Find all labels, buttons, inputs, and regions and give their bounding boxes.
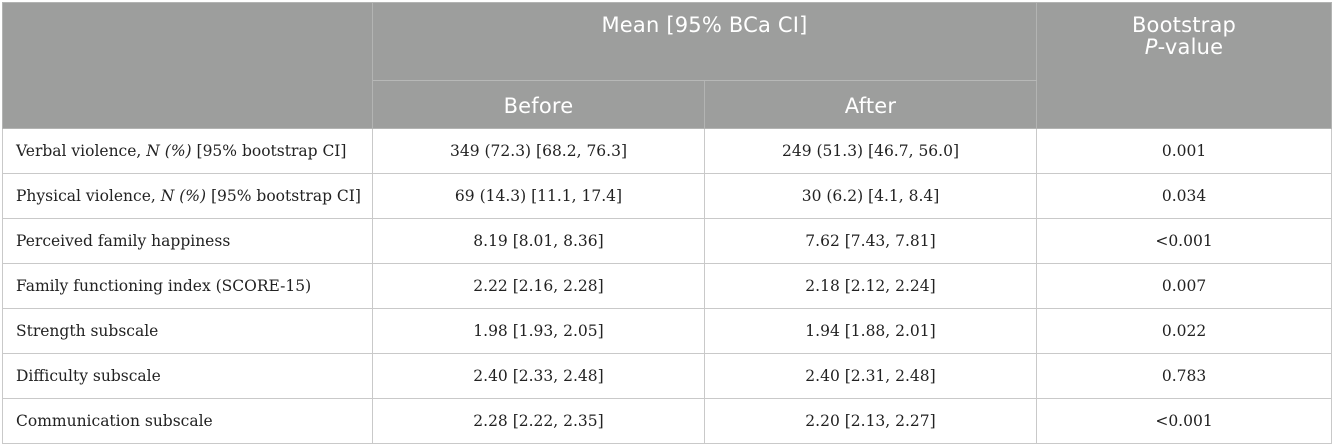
header-before: Before xyxy=(372,80,705,129)
after-value: 2.20 [2.13, 2.27] xyxy=(703,398,1038,444)
row-label-italic: N (%) xyxy=(160,187,207,205)
table-row: Verbal violence, N (%) [95% bootstrap CI… xyxy=(2,128,1333,174)
before-value: 2.28 [2.22, 2.35] xyxy=(372,398,705,444)
after-value: 30 (6.2) [4.1, 8.4] xyxy=(703,173,1038,219)
after-value: 1.94 [1.88, 2.01] xyxy=(703,308,1038,354)
row-label: Verbal violence, N (%) [95% bootstrap CI… xyxy=(2,128,373,174)
table-header: Mean [95% BCa CI] Bootstrap P-value Befor… xyxy=(2,2,1333,129)
header-pvalue-p: P xyxy=(1144,35,1158,59)
p-value: <0.001 xyxy=(1036,218,1333,264)
row-label-italic: N (%) xyxy=(146,142,192,160)
row-label-tail: [95% bootstrap CI] xyxy=(191,142,347,160)
before-value: 2.40 [2.33, 2.48] xyxy=(372,353,705,399)
p-value: 0.034 xyxy=(1036,173,1333,219)
row-label: Communication subscale xyxy=(2,398,373,444)
p-value: 0.007 xyxy=(1036,263,1333,309)
after-value: 2.18 [2.12, 2.24] xyxy=(703,263,1038,309)
table-row: Physical violence, N (%) [95% bootstrap … xyxy=(2,173,1333,219)
row-label-tail: [95% bootstrap CI] xyxy=(206,187,361,205)
table-row: Strength subscale 1.98 [1.93, 2.05] 1.94… xyxy=(2,308,1333,354)
row-label: Perceived family happiness xyxy=(2,218,373,264)
header-pvalue-rest: -value xyxy=(1157,35,1224,59)
header-blank-cell xyxy=(2,2,373,129)
before-value: 1.98 [1.93, 2.05] xyxy=(372,308,705,354)
row-label-text: Verbal violence, xyxy=(16,142,147,160)
p-value: <0.001 xyxy=(1036,398,1333,444)
row-label: Strength subscale xyxy=(2,308,373,354)
header-pvalue-line1: Bootstrap xyxy=(1131,13,1237,37)
after-value: 7.62 [7.43, 7.81] xyxy=(703,218,1038,264)
after-value: 2.40 [2.31, 2.48] xyxy=(703,353,1038,399)
p-value: 0.783 xyxy=(1036,353,1333,399)
p-value: 0.001 xyxy=(1036,128,1333,174)
header-bootstrap-pvalue: Bootstrap P-value xyxy=(1036,2,1333,129)
table-row: Communication subscale 2.28 [2.22, 2.35]… xyxy=(2,398,1333,444)
row-label-text: Physical violence, xyxy=(16,187,161,205)
before-value: 349 (72.3) [68.2, 76.3] xyxy=(372,128,705,174)
table-row: Perceived family happiness 8.19 [8.01, 8… xyxy=(2,218,1333,264)
row-label: Physical violence, N (%) [95% bootstrap … xyxy=(2,173,373,219)
header-mean-ci: Mean [95% BCa CI] xyxy=(371,2,1038,81)
before-value: 69 (14.3) [11.1, 17.4] xyxy=(372,173,705,219)
table-row: Difficulty subscale 2.40 [2.33, 2.48] 2.… xyxy=(2,353,1333,399)
table-body: Verbal violence, N (%) [95% bootstrap CI… xyxy=(2,128,1333,444)
p-value: 0.022 xyxy=(1036,308,1333,354)
table-row: Family functioning index (SCORE-15) 2.22… xyxy=(2,263,1333,309)
before-value: 8.19 [8.01, 8.36] xyxy=(372,218,705,264)
row-label: Family functioning index (SCORE-15) xyxy=(2,263,373,309)
header-after: After xyxy=(703,80,1038,129)
row-label: Difficulty subscale xyxy=(2,353,373,399)
after-value: 249 (51.3) [46.7, 56.0] xyxy=(703,128,1038,174)
before-value: 2.22 [2.16, 2.28] xyxy=(372,263,705,309)
